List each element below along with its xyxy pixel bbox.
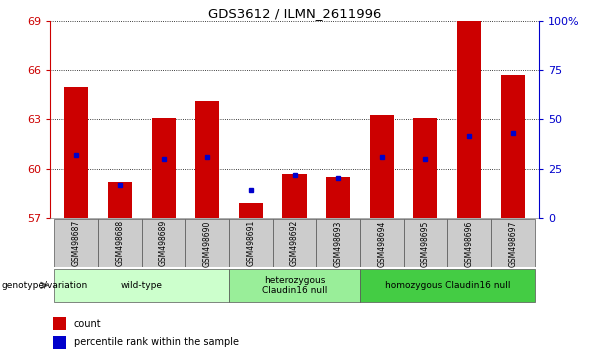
- Text: GSM498696: GSM498696: [465, 220, 474, 267]
- Text: GSM498693: GSM498693: [333, 220, 343, 267]
- Text: percentile rank within the sample: percentile rank within the sample: [74, 337, 239, 347]
- Text: GSM498690: GSM498690: [203, 220, 211, 267]
- Bar: [326, 177, 350, 218]
- Bar: [151, 118, 176, 218]
- Text: GSM498697: GSM498697: [508, 220, 517, 267]
- Bar: [108, 182, 132, 218]
- Text: count: count: [74, 319, 101, 329]
- Bar: [273, 219, 316, 267]
- Text: GSM498695: GSM498695: [421, 220, 430, 267]
- Bar: [98, 219, 142, 267]
- Text: wild-type: wild-type: [121, 281, 163, 290]
- Text: GSM498691: GSM498691: [246, 220, 256, 267]
- Bar: [491, 219, 535, 267]
- Text: GSM498694: GSM498694: [378, 220, 386, 267]
- Bar: [64, 87, 88, 218]
- Bar: [457, 21, 481, 218]
- Text: GSM498687: GSM498687: [72, 220, 81, 267]
- Text: homozygous Claudin16 null: homozygous Claudin16 null: [385, 281, 510, 290]
- Bar: [186, 219, 229, 267]
- Bar: [413, 118, 438, 218]
- Bar: [52, 317, 66, 330]
- Bar: [52, 336, 66, 349]
- Title: GDS3612 / ILMN_2611996: GDS3612 / ILMN_2611996: [208, 7, 381, 20]
- Bar: [447, 219, 491, 267]
- Text: heterozygous
Claudin16 null: heterozygous Claudin16 null: [262, 276, 327, 295]
- Bar: [142, 219, 186, 267]
- Bar: [195, 102, 219, 218]
- Bar: [316, 219, 360, 267]
- Bar: [229, 219, 273, 267]
- Bar: [54, 219, 98, 267]
- Text: genotype/variation: genotype/variation: [2, 281, 88, 290]
- Bar: [501, 75, 525, 218]
- Bar: [229, 269, 360, 302]
- Bar: [360, 269, 535, 302]
- Text: GSM498689: GSM498689: [159, 220, 168, 267]
- Text: GSM498688: GSM498688: [115, 220, 124, 267]
- Bar: [360, 219, 403, 267]
- Bar: [370, 115, 394, 218]
- Text: GSM498692: GSM498692: [290, 220, 299, 267]
- Bar: [403, 219, 447, 267]
- Bar: [283, 173, 306, 218]
- Bar: [239, 203, 263, 218]
- Bar: [54, 269, 229, 302]
